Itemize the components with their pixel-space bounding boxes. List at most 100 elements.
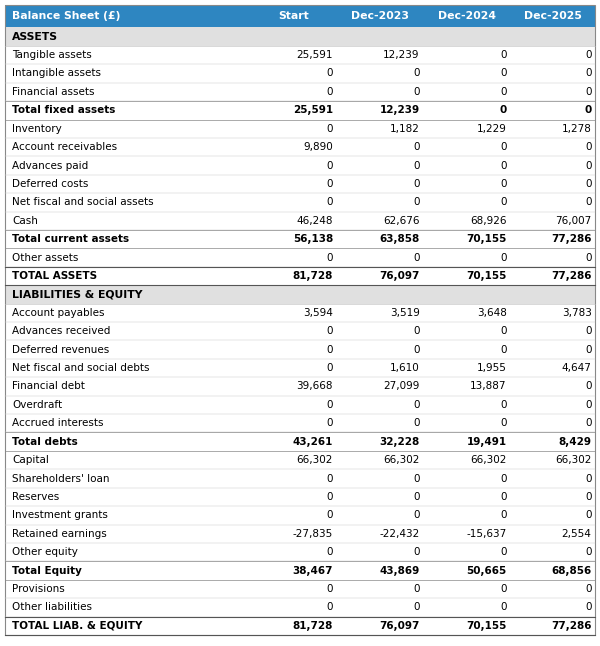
Text: 0: 0 bbox=[500, 474, 506, 483]
Text: Dec-2025: Dec-2025 bbox=[524, 11, 581, 21]
Text: 0: 0 bbox=[500, 603, 506, 612]
Text: 70,155: 70,155 bbox=[466, 271, 506, 281]
Text: 46,248: 46,248 bbox=[296, 216, 333, 225]
Text: 66,302: 66,302 bbox=[555, 455, 592, 465]
Text: 0: 0 bbox=[326, 326, 333, 336]
Text: Total fixed assets: Total fixed assets bbox=[12, 105, 115, 115]
Text: 0: 0 bbox=[585, 345, 592, 355]
Text: 0: 0 bbox=[585, 547, 592, 557]
Text: 0: 0 bbox=[326, 363, 333, 373]
Text: 0: 0 bbox=[413, 400, 420, 410]
Text: 70,155: 70,155 bbox=[466, 234, 506, 244]
Text: 0: 0 bbox=[413, 161, 420, 171]
Text: 0: 0 bbox=[326, 161, 333, 171]
Text: 0: 0 bbox=[585, 584, 592, 594]
Text: 0: 0 bbox=[585, 382, 592, 391]
Text: Reserves: Reserves bbox=[12, 492, 59, 502]
Text: 70,155: 70,155 bbox=[466, 621, 506, 630]
Text: 0: 0 bbox=[500, 510, 506, 520]
Bar bbox=[5, 64, 595, 83]
Text: Financial debt: Financial debt bbox=[12, 382, 85, 391]
Text: Other liabilities: Other liabilities bbox=[12, 603, 92, 612]
Text: 0: 0 bbox=[413, 584, 420, 594]
Text: 77,286: 77,286 bbox=[551, 621, 592, 630]
Bar bbox=[5, 230, 595, 248]
Text: 0: 0 bbox=[326, 87, 333, 97]
Text: 0: 0 bbox=[585, 400, 592, 410]
Bar bbox=[5, 561, 595, 579]
Bar bbox=[5, 414, 595, 432]
Bar bbox=[5, 469, 595, 488]
Text: 0: 0 bbox=[413, 603, 420, 612]
Text: 0: 0 bbox=[326, 124, 333, 134]
Text: 32,228: 32,228 bbox=[380, 437, 420, 446]
Text: 1,278: 1,278 bbox=[562, 124, 592, 134]
Text: ASSETS: ASSETS bbox=[12, 32, 58, 41]
Bar bbox=[5, 193, 595, 211]
Text: 13,887: 13,887 bbox=[470, 382, 506, 391]
Bar bbox=[5, 5, 595, 27]
Text: Tangible assets: Tangible assets bbox=[12, 50, 92, 60]
Text: 0: 0 bbox=[585, 253, 592, 262]
Text: 19,491: 19,491 bbox=[466, 437, 506, 446]
Bar bbox=[5, 359, 595, 377]
Text: 0: 0 bbox=[585, 198, 592, 207]
Text: 77,286: 77,286 bbox=[551, 271, 592, 281]
Text: -15,637: -15,637 bbox=[466, 529, 506, 539]
Text: 0: 0 bbox=[326, 510, 333, 520]
Text: 0: 0 bbox=[500, 492, 506, 502]
Text: 43,869: 43,869 bbox=[380, 566, 420, 576]
Text: Investment grants: Investment grants bbox=[12, 510, 108, 520]
Text: 0: 0 bbox=[585, 68, 592, 78]
Text: Overdraft: Overdraft bbox=[12, 400, 62, 410]
Text: Capital: Capital bbox=[12, 455, 49, 465]
Text: Dec-2023: Dec-2023 bbox=[351, 11, 409, 21]
Text: 50,665: 50,665 bbox=[466, 566, 506, 576]
Text: 0: 0 bbox=[413, 492, 420, 502]
Text: Total Equity: Total Equity bbox=[12, 566, 82, 576]
Text: 0: 0 bbox=[413, 474, 420, 483]
Text: 1,229: 1,229 bbox=[477, 124, 506, 134]
Bar bbox=[5, 285, 595, 304]
Text: Account payables: Account payables bbox=[12, 308, 104, 318]
Text: 0: 0 bbox=[326, 584, 333, 594]
Text: 0: 0 bbox=[500, 345, 506, 355]
Text: 0: 0 bbox=[413, 142, 420, 152]
Text: 3,648: 3,648 bbox=[477, 308, 506, 318]
Text: 38,467: 38,467 bbox=[293, 566, 333, 576]
Text: Shareholders' loan: Shareholders' loan bbox=[12, 474, 110, 483]
Text: 0: 0 bbox=[585, 87, 592, 97]
Bar bbox=[5, 377, 595, 395]
Text: 0: 0 bbox=[585, 510, 592, 520]
Text: 0: 0 bbox=[585, 179, 592, 189]
Text: 0: 0 bbox=[584, 105, 592, 115]
Text: 76,097: 76,097 bbox=[379, 621, 420, 630]
Text: Start: Start bbox=[278, 11, 308, 21]
Bar bbox=[5, 27, 595, 46]
Bar bbox=[5, 579, 595, 598]
Text: 0: 0 bbox=[499, 105, 506, 115]
Text: Deferred revenues: Deferred revenues bbox=[12, 345, 109, 355]
Text: 0: 0 bbox=[326, 603, 333, 612]
Text: 1,955: 1,955 bbox=[477, 363, 506, 373]
Text: 0: 0 bbox=[585, 142, 592, 152]
Text: 81,728: 81,728 bbox=[293, 271, 333, 281]
Bar bbox=[5, 120, 595, 138]
Bar bbox=[5, 616, 595, 635]
Text: 76,097: 76,097 bbox=[379, 271, 420, 281]
Bar bbox=[5, 156, 595, 174]
Text: 9,890: 9,890 bbox=[303, 142, 333, 152]
Text: 1,610: 1,610 bbox=[390, 363, 420, 373]
Text: TOTAL ASSETS: TOTAL ASSETS bbox=[12, 271, 97, 281]
Text: 0: 0 bbox=[500, 142, 506, 152]
Text: Intangible assets: Intangible assets bbox=[12, 68, 101, 78]
Bar bbox=[5, 304, 595, 322]
Text: 0: 0 bbox=[326, 198, 333, 207]
Text: 0: 0 bbox=[326, 179, 333, 189]
Text: 68,926: 68,926 bbox=[470, 216, 506, 225]
Text: 0: 0 bbox=[413, 253, 420, 262]
Text: 0: 0 bbox=[500, 87, 506, 97]
Text: 0: 0 bbox=[326, 253, 333, 262]
Text: 66,302: 66,302 bbox=[383, 455, 420, 465]
Text: -27,835: -27,835 bbox=[293, 529, 333, 539]
